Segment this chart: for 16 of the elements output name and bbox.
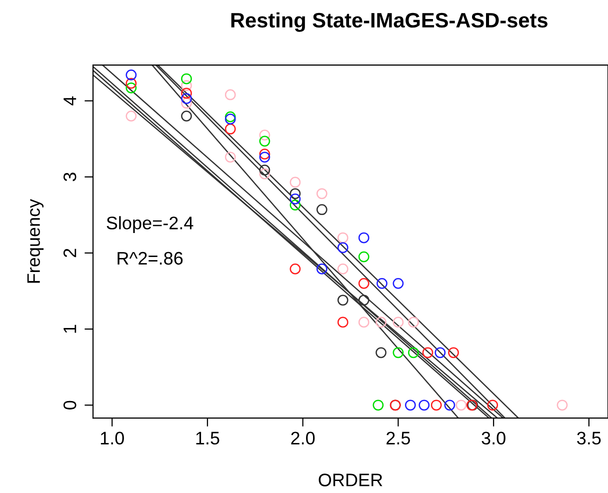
x-tick-label: 3.5 bbox=[577, 432, 601, 445]
annotation: R^2=.86 bbox=[118, 252, 183, 265]
y-tick-label: 4 bbox=[64, 96, 76, 106]
x-tick-label: 1.5 bbox=[196, 432, 220, 445]
x-axis-title: ORDER bbox=[318, 474, 382, 486]
chart-title: Resting State-IMaGES-ASD-sets bbox=[231, 12, 548, 32]
x-tick-label: 3.0 bbox=[482, 432, 506, 445]
y-tick-label: 2 bbox=[63, 248, 76, 258]
y-tick-label: 3 bbox=[63, 172, 76, 182]
y-tick-label: 1 bbox=[64, 324, 76, 333]
x-tick-label: 1.0 bbox=[100, 432, 124, 445]
y-axis-title: Frequency bbox=[27, 198, 44, 283]
x-tick-label: 2.0 bbox=[291, 432, 315, 445]
y-tick-label: 0 bbox=[63, 400, 76, 410]
x-tick-label: 2.5 bbox=[386, 432, 410, 445]
annotation: Slope=-2.4 bbox=[106, 216, 194, 233]
